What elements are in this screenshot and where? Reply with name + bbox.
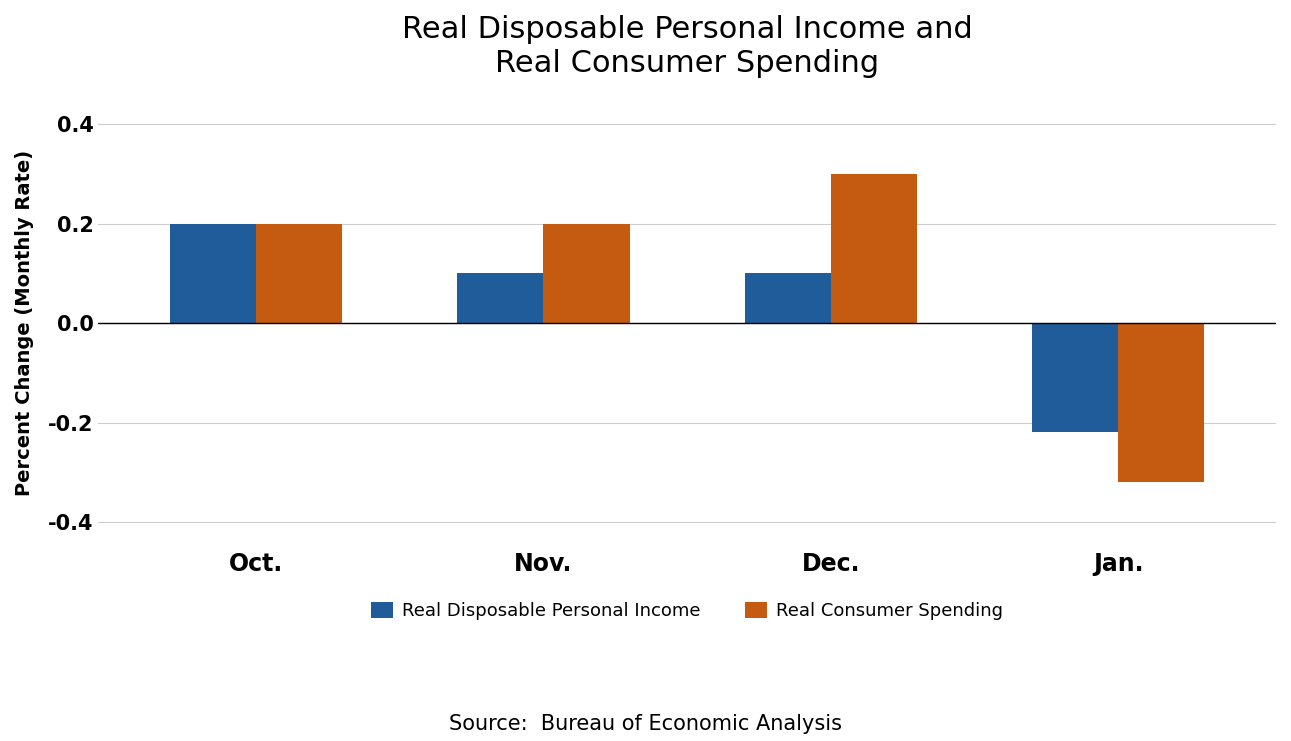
Bar	[1118, 323, 1205, 482]
Bar	[1032, 323, 1118, 433]
Bar	[544, 224, 630, 323]
Bar	[256, 224, 342, 323]
Bar	[745, 273, 830, 323]
Bar	[457, 273, 544, 323]
Text: Source:  Bureau of Economic Analysis: Source: Bureau of Economic Analysis	[449, 714, 842, 734]
Y-axis label: Percent Change (Monthly Rate): Percent Change (Monthly Rate)	[15, 150, 34, 496]
Legend: Real Disposable Personal Income, Real Consumer Spending: Real Disposable Personal Income, Real Co…	[364, 594, 1011, 628]
Bar	[170, 224, 256, 323]
Bar	[830, 174, 917, 323]
Title: Real Disposable Personal Income and
Real Consumer Spending: Real Disposable Personal Income and Real…	[402, 15, 972, 78]
